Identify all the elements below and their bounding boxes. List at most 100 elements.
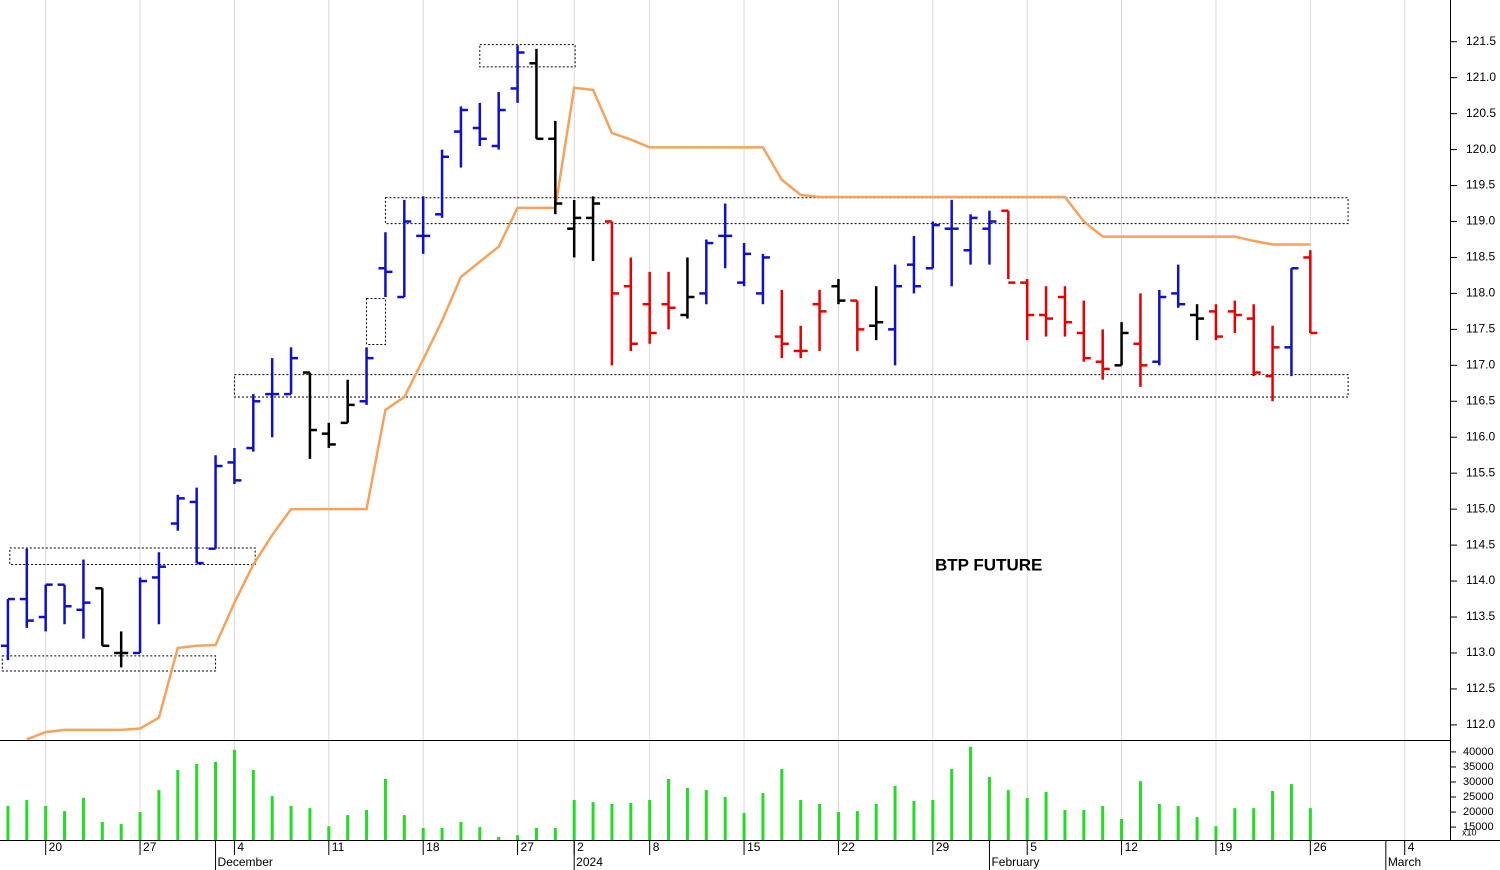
y-tick-label: 119.5	[1466, 178, 1495, 192]
month-label: March	[1388, 855, 1421, 869]
volume-bar	[25, 800, 29, 840]
x-tick-label: 15	[747, 840, 761, 854]
y-tick-label: 120.5	[1466, 106, 1496, 120]
x-tick-label: 26	[1313, 840, 1327, 854]
volume-bar	[1044, 791, 1048, 840]
y-tick-label: 113.0	[1466, 645, 1495, 659]
y-tick-label: 112.5	[1466, 681, 1495, 695]
volume-bar	[780, 769, 784, 840]
volume-bar	[893, 785, 897, 840]
volume-bar	[251, 769, 255, 840]
y-tick-label: 115.0	[1466, 501, 1495, 515]
volume-bar	[270, 796, 274, 840]
y-tick-label: 114.5	[1466, 537, 1495, 551]
volume-bar	[1214, 826, 1218, 840]
volume-bar	[572, 800, 576, 840]
x-tick-label: 4	[237, 840, 244, 854]
volume-bar	[516, 835, 520, 840]
volume-bar	[81, 797, 85, 840]
volume-bar	[1252, 808, 1256, 840]
y-tick-label: 121.0	[1466, 70, 1496, 84]
volume-bar	[1082, 809, 1086, 840]
volume-bar	[610, 803, 614, 840]
x-tick-label: 20	[49, 840, 63, 854]
volume-bar	[667, 778, 671, 840]
volume-bar	[440, 827, 444, 840]
x-tick-label: 5	[1030, 840, 1037, 854]
y-tick-label: 25000	[1463, 791, 1494, 803]
volume-bar	[6, 806, 10, 840]
range-box	[366, 297, 386, 345]
y-tick-label: 115.5	[1466, 465, 1495, 479]
volume-bar	[100, 821, 104, 840]
x-tick-label: 29	[936, 840, 950, 854]
y-tick-label: 119.0	[1466, 214, 1495, 228]
volume-bar	[987, 776, 991, 840]
volume-bar	[1289, 784, 1293, 840]
x-tick-label: 11	[332, 840, 345, 854]
volume-bar	[365, 809, 369, 840]
volume-bar	[912, 800, 916, 840]
volume-bar	[383, 778, 387, 840]
volume-bar	[1120, 818, 1124, 840]
volume-bar	[818, 803, 822, 840]
volume-bar	[478, 827, 482, 840]
volume-bar	[799, 800, 803, 840]
volume-bar	[327, 826, 331, 840]
volume-bar	[1101, 806, 1105, 840]
x-tick-label: 22	[841, 840, 855, 854]
x-tick-label: 12	[1125, 840, 1139, 854]
x-tick-label: 18	[426, 840, 440, 854]
volume-bar	[44, 806, 48, 840]
y-tick-label: 113.5	[1466, 609, 1495, 623]
y-tick-label: 35000	[1463, 761, 1494, 773]
volume-bar	[836, 812, 840, 840]
y-tick-label: 120.0	[1466, 142, 1496, 156]
volume-bar	[308, 808, 312, 840]
volume-bar	[648, 800, 652, 840]
volume-bar	[1025, 797, 1029, 840]
chart-title: BTP FUTURE	[935, 555, 1042, 574]
volume-bar	[1308, 808, 1312, 840]
volume-bar	[421, 827, 425, 840]
y-tick-label: 121.5	[1466, 34, 1496, 48]
volume-bar	[1138, 781, 1142, 840]
volume-bar	[402, 815, 406, 840]
volume-bar	[591, 802, 595, 840]
volume-bar	[195, 763, 199, 840]
volume-bar	[704, 790, 708, 840]
volume-bar	[723, 797, 727, 840]
range-box	[9, 547, 256, 566]
y-tick-label: 117.0	[1466, 357, 1495, 371]
volume-bar	[214, 761, 218, 840]
volume-bar	[950, 769, 954, 840]
volume-bar	[969, 746, 973, 840]
volume-bar	[685, 787, 689, 840]
range-box	[1, 655, 217, 672]
volume-bar	[534, 827, 538, 840]
volume-bar	[289, 806, 293, 840]
volume-bar	[629, 803, 633, 840]
range-box	[233, 374, 1349, 398]
y-tick-label: 20000	[1463, 806, 1494, 818]
volume-bar	[742, 812, 746, 840]
range-box	[479, 44, 576, 68]
y-tick-label: 116.0	[1466, 429, 1495, 443]
volume-bar	[931, 800, 935, 840]
volume-bar	[459, 821, 463, 840]
y-tick-label: 117.5	[1466, 322, 1495, 336]
x-tick-label: 19	[1219, 840, 1233, 854]
volume-bar	[63, 811, 67, 840]
y-tick-label: 118.0	[1466, 286, 1495, 300]
price-panel: 112.0 112.5 113.0 113.5 114.0 114.5 115.0 115.5…	[0, 34, 1496, 741]
y-tick-label: 112.0	[1466, 717, 1495, 731]
volume-bar	[553, 827, 557, 840]
x-tick-label: 27	[521, 840, 535, 854]
volume-bar	[497, 836, 501, 840]
y-tick-label: 114.0	[1466, 573, 1495, 587]
volume-bar	[346, 815, 350, 840]
stop-line	[26, 86, 1311, 741]
volume-bar	[1271, 791, 1275, 840]
volume-bar	[855, 811, 859, 840]
